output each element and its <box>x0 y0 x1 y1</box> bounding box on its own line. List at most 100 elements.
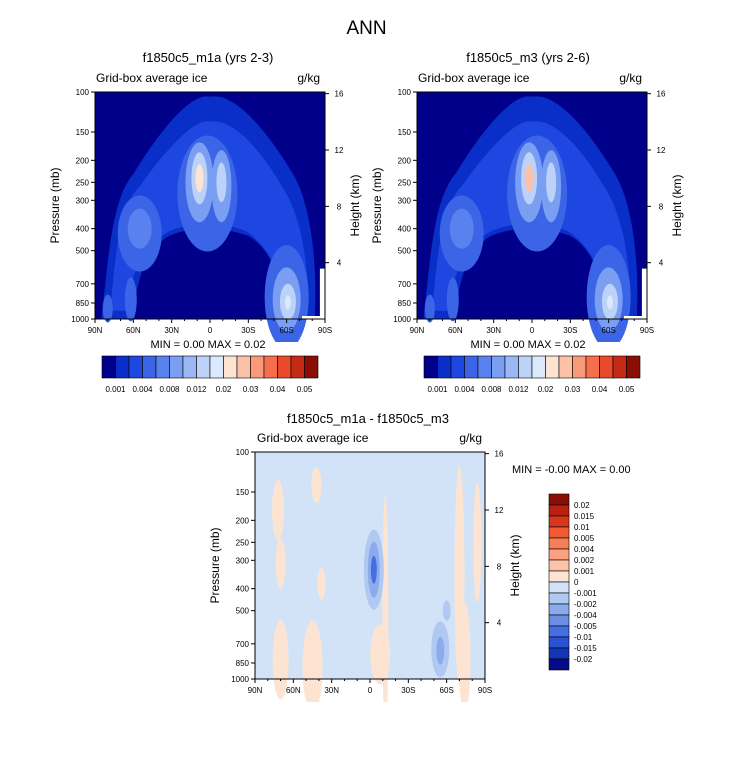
positive-difference-band <box>302 620 323 702</box>
colorbar-box <box>558 355 573 379</box>
height-tick-label: 8 <box>497 562 502 571</box>
panel2-left-string: Grid-box average ice <box>418 71 530 85</box>
colorbar-box <box>464 355 479 379</box>
colorbar-box <box>585 355 600 379</box>
x-tick-label: 30S <box>563 326 577 335</box>
colorbar-box <box>423 355 438 379</box>
y-tick-label: 700 <box>236 640 250 649</box>
colorbar-label: -0.02 <box>574 655 593 664</box>
y-tick-label: 150 <box>76 128 90 137</box>
ice-contour-band <box>546 162 557 203</box>
y-tick-label: 1000 <box>393 315 411 324</box>
height-tick-label: 4 <box>659 259 664 268</box>
x-tick-label: 90S <box>478 686 492 695</box>
panel2-stats: MIN = 0.00 MAX = 0.02 <box>470 339 586 351</box>
positive-difference-band <box>272 479 284 540</box>
colorbar-label: -0.01 <box>574 633 593 642</box>
colorbar-label: 0.012 <box>186 385 207 394</box>
colorbar-box <box>548 504 570 517</box>
ice-contour-band <box>606 295 613 310</box>
colorbar-box <box>290 355 305 379</box>
y-tick-label: 1000 <box>231 675 249 684</box>
colorbar-label: 0.004 <box>132 385 153 394</box>
height-tick-label: 12 <box>495 506 504 515</box>
colorbar-box <box>548 647 570 660</box>
colorbar-box <box>548 658 570 671</box>
y-tick-label: 250 <box>76 178 90 187</box>
colorbar-box <box>450 355 465 379</box>
colorbar-box <box>548 559 570 572</box>
colorbar-box <box>548 625 570 638</box>
colorbar-box <box>548 603 570 616</box>
colorbar-label: 0.012 <box>508 385 529 394</box>
colorbar-label: 0.015 <box>574 512 595 521</box>
colorbar-box <box>101 355 116 379</box>
colorbar-label: 0.008 <box>159 385 180 394</box>
colorbar-box <box>548 537 570 550</box>
height-tick-label: 4 <box>337 259 342 268</box>
positive-difference-band <box>473 482 482 603</box>
negative-difference-band <box>436 636 445 665</box>
x-tick-label: 90N <box>410 326 425 335</box>
panel3-plot: 100 150 200 250 300 400 500 700 850 1000 16 12 8 4 90N… <box>208 448 522 702</box>
colorbar-box <box>548 581 570 594</box>
height-tick-label: 16 <box>335 90 344 99</box>
x-tick-label: 90S <box>318 326 332 335</box>
positive-difference-band <box>311 467 322 504</box>
x-tick-label: 90N <box>88 326 103 335</box>
panel1-stats: MIN = 0.00 MAX = 0.02 <box>150 339 266 351</box>
positive-difference-band <box>458 602 471 702</box>
page-title: ANN <box>346 18 387 39</box>
colorbar-label: 0.05 <box>297 385 313 394</box>
panel3-colorbar: 0.02 0.015 0.01 0.005 0.004 0.002 0.001 0 -0.001… <box>548 493 597 671</box>
colorbar-box <box>504 355 519 379</box>
x-tick-label: 90S <box>640 326 654 335</box>
colorbar-box <box>182 355 197 379</box>
colorbar-box <box>142 355 157 379</box>
height-tick-label: 8 <box>337 202 342 211</box>
y-axis-title: Pressure (mb) <box>370 167 384 243</box>
height-tick-label: 12 <box>335 146 344 155</box>
height-tick-label: 4 <box>497 619 502 628</box>
y-tick-label: 200 <box>398 156 412 165</box>
y-tick-label: 400 <box>76 225 90 234</box>
y-tick-label: 200 <box>236 516 250 525</box>
colorbar-box <box>250 355 265 379</box>
colorbar-label: 0.05 <box>619 385 635 394</box>
colorbar-box <box>599 355 614 379</box>
ice-contour-band <box>102 294 113 323</box>
colorbar-box <box>196 355 211 379</box>
colorbar-box <box>169 355 184 379</box>
panel2-title: f1850c5_m3 (yrs 2-6) <box>466 50 590 65</box>
ice-contour-band <box>124 277 137 322</box>
colorbar-box <box>612 355 627 379</box>
x-tick-label: 60S <box>602 326 616 335</box>
colorbar-label: 0.001 <box>105 385 126 394</box>
panel1-colorbar: 0.001 0.004 0.008 0.012 0.02 0.03 0.04 0.05 <box>101 355 319 394</box>
colorbar-label: -0.002 <box>574 600 597 609</box>
colorbar-box <box>437 355 452 379</box>
colorbar-box <box>209 355 224 379</box>
plot-frame <box>94 91 326 320</box>
height-axis-title: Height (km) <box>348 174 362 236</box>
colorbar-label: 0 <box>574 578 579 587</box>
colorbar-label: 0.001 <box>427 385 448 394</box>
negative-difference-band <box>370 555 377 584</box>
colorbar-box <box>548 570 570 583</box>
y-tick-label: 1000 <box>71 315 89 324</box>
ice-contour-band <box>127 208 152 249</box>
colorbar-box <box>223 355 238 379</box>
colorbar-box <box>518 355 533 379</box>
panel3-units: g/kg <box>459 431 482 445</box>
ice-contour-band <box>284 295 291 310</box>
colorbar-box <box>548 614 570 627</box>
colorbar-box <box>128 355 143 379</box>
panel1-title: f1850c5_m1a (yrs 2-3) <box>142 50 274 65</box>
x-tick-label: 0 <box>208 326 213 335</box>
x-tick-label: 30S <box>401 686 415 695</box>
colorbar-box <box>115 355 130 379</box>
colorbar-label: 0.01 <box>574 523 590 532</box>
y-tick-label: 100 <box>236 448 250 457</box>
y-axis-title: Pressure (mb) <box>208 527 222 603</box>
